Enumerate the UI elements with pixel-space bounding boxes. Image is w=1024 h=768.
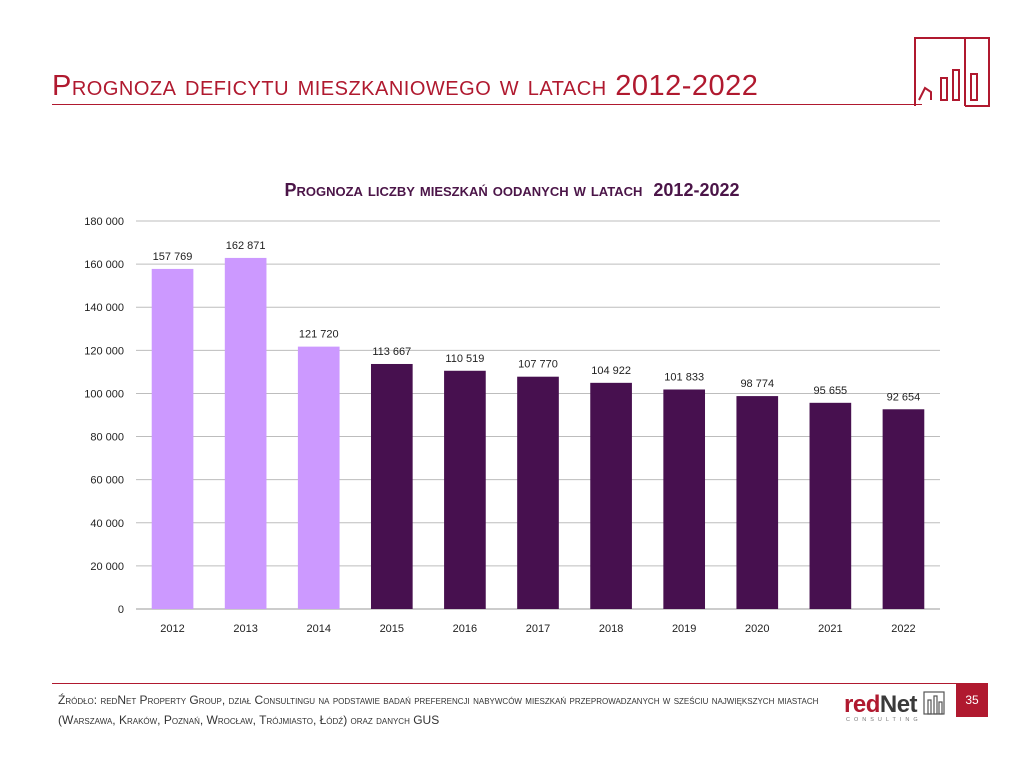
bar-2019 bbox=[663, 389, 706, 609]
title-divider bbox=[52, 104, 922, 105]
x-tick-label-2012: 2012 bbox=[160, 623, 184, 635]
bar-2014 bbox=[297, 346, 340, 609]
bar-2021 bbox=[809, 402, 852, 609]
bar-2013 bbox=[224, 257, 267, 609]
bar-2018 bbox=[590, 382, 632, 609]
slide-title: Prognoza deficytu mieszkaniowego w latac… bbox=[52, 70, 759, 102]
logo-text: redNet bbox=[844, 691, 918, 718]
bar-2022 bbox=[882, 409, 925, 609]
chart-title: Prognoza liczby mieszkań oodanych w lata… bbox=[284, 180, 739, 200]
page-number: 35 bbox=[956, 683, 988, 717]
y-tick-label: 120 000 bbox=[84, 345, 124, 357]
y-tick-label: 160 000 bbox=[84, 259, 124, 271]
y-tick-label: 60 000 bbox=[90, 475, 124, 487]
x-tick-label-2013: 2013 bbox=[233, 623, 257, 635]
x-tick-label-2016: 2016 bbox=[453, 623, 477, 635]
bar-chart: Prognoza liczby mieszkań oodanych w lata… bbox=[84, 180, 940, 635]
data-label-2020: 98 774 bbox=[740, 378, 774, 390]
footer-divider bbox=[52, 683, 958, 684]
logo-text-red: red bbox=[844, 691, 880, 718]
label-layer: 0 20 000 40 000 60 000 80 000 100 000 120 000 1… bbox=[84, 216, 920, 635]
building-logo-icon bbox=[914, 37, 990, 107]
x-tick-label-2018: 2018 bbox=[599, 623, 623, 635]
bar-2016 bbox=[444, 370, 486, 609]
x-tick-label-2022: 2022 bbox=[891, 623, 915, 635]
bar-2015 bbox=[370, 363, 413, 609]
x-tick-label-2015: 2015 bbox=[380, 623, 404, 635]
bar-2017 bbox=[517, 376, 559, 609]
data-label-2019: 101 833 bbox=[664, 371, 704, 383]
data-label-2016: 110 519 bbox=[445, 353, 484, 365]
data-label-2015: 113 667 bbox=[372, 346, 411, 358]
chart-title-text: Prognoza liczby mieszkań oodanych w lata… bbox=[284, 180, 642, 200]
source-note: Źródło: redNet Property Group, dział Con… bbox=[58, 693, 819, 727]
data-label-2017: 107 770 bbox=[518, 359, 558, 371]
bar-2012 bbox=[151, 268, 194, 609]
y-tick-label: 40 000 bbox=[90, 518, 124, 530]
bar-layer bbox=[151, 257, 925, 609]
logo-text-dark: Net bbox=[880, 691, 918, 718]
rednet-logo: redNet CONSULTING bbox=[844, 691, 945, 723]
logo-building-icon bbox=[923, 691, 945, 715]
x-tick-label-2017: 2017 bbox=[526, 623, 550, 635]
y-tick-label: 180 000 bbox=[84, 216, 124, 228]
y-tick-label: 140 000 bbox=[84, 302, 124, 314]
data-label-2013: 162 871 bbox=[226, 240, 266, 252]
chart-title-years: 2012-2022 bbox=[653, 180, 739, 200]
x-tick-label-2019: 2019 bbox=[672, 623, 696, 635]
x-tick-label-2020: 2020 bbox=[745, 623, 769, 635]
data-label-2018: 104 922 bbox=[591, 365, 631, 377]
bar-2020 bbox=[736, 396, 779, 609]
y-tick-label: 80 000 bbox=[90, 432, 124, 444]
y-tick-label: 20 000 bbox=[90, 561, 124, 573]
x-tick-label-2014: 2014 bbox=[306, 623, 330, 635]
x-tick-label-2021: 2021 bbox=[818, 623, 842, 635]
y-tick-label: 100 000 bbox=[84, 388, 124, 400]
data-label-2022: 92 654 bbox=[887, 391, 921, 403]
y-tick-label: 0 bbox=[118, 604, 124, 616]
data-label-2014: 121 720 bbox=[299, 329, 339, 341]
logo-subtext: CONSULTING bbox=[846, 717, 922, 723]
data-label-2021: 95 655 bbox=[814, 385, 848, 397]
data-label-2012: 157 769 bbox=[153, 251, 193, 263]
